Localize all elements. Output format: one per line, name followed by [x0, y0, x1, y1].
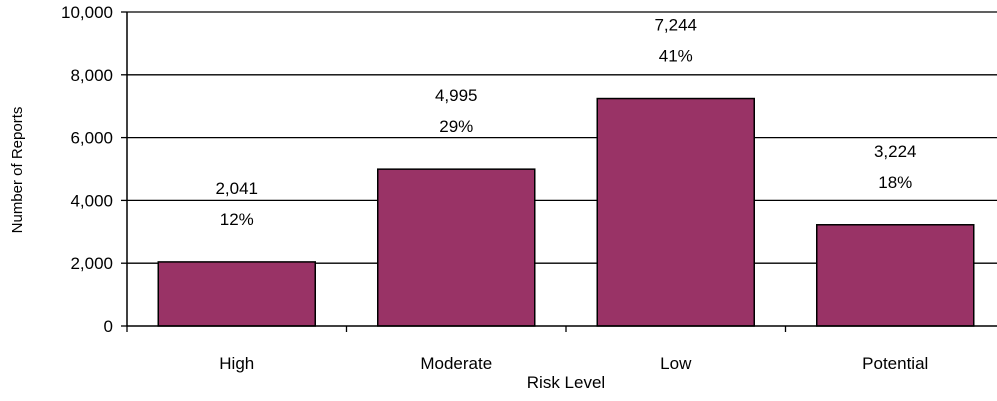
y-tick-label: 0: [104, 317, 113, 336]
data-label-value: 4,995: [435, 86, 478, 105]
x-tick-label: Moderate: [420, 354, 492, 373]
data-label-value: 3,224: [874, 142, 917, 161]
bar: [377, 168, 536, 327]
axes: [121, 11, 997, 332]
y-tick-label: 6,000: [70, 129, 113, 148]
x-tick-label: Potential: [862, 354, 928, 373]
bar: [157, 261, 316, 327]
x-tick-label: High: [219, 354, 254, 373]
x-tick-label: Low: [660, 354, 692, 373]
y-tick-label: 10,000: [61, 3, 113, 22]
data-label-percent: 29%: [439, 117, 473, 136]
y-tick-label: 4,000: [70, 191, 113, 210]
bar: [816, 224, 975, 327]
data-label-value: 2,041: [215, 179, 258, 198]
y-tick-label: 8,000: [70, 66, 113, 85]
y-tick-labels: 0 2,000 4,000 6,000 8,000 10,000: [61, 3, 113, 336]
data-label-percent: 12%: [220, 210, 254, 229]
x-axis-title: Risk Level: [527, 373, 605, 392]
y-axis-title: Number of Reports: [9, 107, 26, 234]
data-label-value: 7,244: [654, 16, 697, 35]
bars: [157, 97, 975, 327]
data-label-percent: 18%: [878, 173, 912, 192]
data-labels: 2,041 12% 4,995 29% 7,244 41% 3,224 18%: [215, 16, 916, 229]
bar: [596, 97, 755, 327]
y-tick-label: 2,000: [70, 254, 113, 273]
data-label-percent: 41%: [659, 47, 693, 66]
x-tick-labels: High Moderate Low Potential: [219, 354, 928, 373]
